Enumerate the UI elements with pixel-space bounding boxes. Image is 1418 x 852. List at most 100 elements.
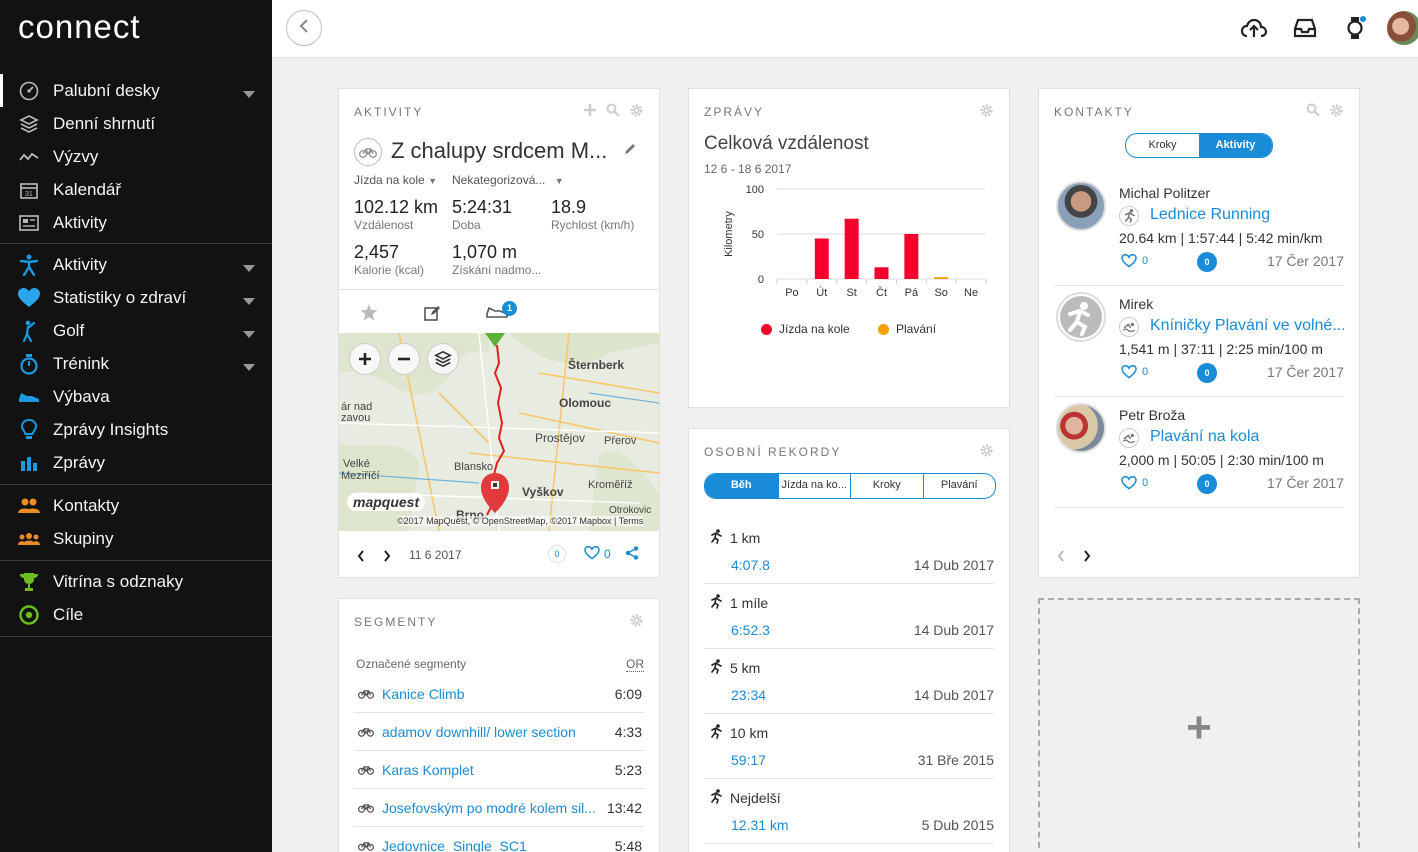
activity-category-select[interactable]: Nekategorizová... ▼ [452,173,564,187]
contact-name[interactable]: Mirek [1119,296,1154,312]
segment-row[interactable]: Josefovským po modré kolem sil... 13:42 [354,789,644,827]
nav-item-zpravy[interactable]: Zprávy [0,446,272,479]
record-value[interactable]: 59:17 [731,752,767,768]
edit-note-icon[interactable] [424,305,441,326]
segment-row[interactable]: Karas Komplet 5:23 [354,751,644,789]
stat-calories: 2,457 Kalorie (kcal) [354,242,425,277]
share-icon[interactable] [625,546,639,565]
running-icon [710,529,722,549]
gear-icon[interactable] [1329,103,1344,123]
zoom-in-button[interactable] [349,343,381,375]
activity-name[interactable]: Z chalupy srdcem M... [391,138,608,163]
chevron-down-icon[interactable] [243,359,255,377]
avatar[interactable] [1387,11,1418,45]
gear-icon[interactable] [979,443,994,463]
heart-outline-icon[interactable] [1121,364,1137,384]
chevron-left-icon[interactable] [357,549,365,567]
nav-item-kontakty[interactable]: Kontakty [0,489,272,522]
nav-item-statistiky[interactable]: Statistiky o zdraví [0,281,272,314]
segment-name[interactable]: Karas Komplet [382,761,474,778]
zoom-out-button[interactable] [388,343,420,375]
legend-swimming[interactable]: Plavání [878,322,936,336]
comment-count-bubble[interactable]: 0 [1197,474,1217,494]
segment-name[interactable]: Kanice Climb [382,685,465,702]
chevron-left-icon[interactable] [1057,549,1065,567]
segment-row[interactable]: Kanice Climb 6:09 [354,675,644,713]
nav-item-palubni-desky[interactable]: Palubní desky [0,74,272,107]
inbox-icon[interactable] [1291,14,1319,42]
record-value[interactable]: 4:07.8 [731,557,770,573]
nav-label: Trénink [53,353,110,373]
search-icon[interactable] [1306,103,1320,122]
gear-icon[interactable] [629,613,644,633]
connect-logo[interactable]: connect [18,8,141,45]
record-value[interactable]: 12.31 km [731,817,789,833]
nav-item-skupiny[interactable]: Skupiny [0,522,272,555]
heart-outline-icon[interactable] [1121,253,1137,273]
chevron-right-icon[interactable] [383,549,391,567]
tab-jizda[interactable]: Jízda na ko... [777,474,851,498]
chevron-down-icon[interactable] [243,86,255,104]
add-widget-placeholder[interactable]: + [1038,598,1360,852]
chevron-down-icon[interactable] [243,293,255,311]
segment-name[interactable]: Josefovským po modré kolem sil... [382,799,596,816]
contact-avatar[interactable] [1056,292,1106,342]
nav-item-cile[interactable]: Cíle [0,598,272,631]
gear-icon[interactable] [979,103,994,123]
record-row: 1 km 4:07.8 14 Dub 2017 [704,519,994,584]
comment-count: 0 [554,549,560,559]
nav-item-vyzvy[interactable]: Výzvy [0,140,272,173]
contact-name[interactable]: Petr Broža [1119,407,1186,423]
tab-kroky[interactable]: Kroky [1148,139,1177,151]
segment-name[interactable]: adamov downhill/ lower section [382,723,576,740]
contact-name[interactable]: Michal Politzer [1119,185,1211,201]
map-layers-button[interactable] [427,343,459,375]
legend-label: Plavání [896,322,937,336]
heart-outline-icon[interactable] [584,545,600,565]
activity-type-select[interactable]: Jízda na kole ▼ [354,173,437,187]
tab-aktivity[interactable]: Aktivity [1199,134,1272,157]
contact-avatar[interactable] [1056,181,1106,231]
nav-item-trenink[interactable]: Trénink [0,347,272,380]
plus-icon[interactable] [583,103,597,122]
heart-outline-icon[interactable] [1121,475,1137,495]
record-value[interactable]: 23:34 [731,687,767,703]
comment-count-bubble[interactable]: 0 [548,545,566,563]
back-button[interactable] [286,10,322,46]
contact-activity-link[interactable]: Lednice Running [1150,206,1271,223]
segment-row[interactable]: Jedovnice_Single_SC1 5:48 [354,827,644,852]
nav-item-denni-shrnuti[interactable]: Denní shrnutí [0,107,272,140]
legend-cycling[interactable]: Jízda na kole [761,322,850,336]
chevron-down-icon[interactable] [243,260,255,278]
tab-kroky[interactable]: Kroky [850,474,923,498]
tab-plavani[interactable]: Plavání [922,474,996,498]
contact-avatar[interactable] [1056,403,1106,453]
map-attribution[interactable]: ©2017 MapQuest, © OpenStreetMap, ©2017 M… [397,516,644,526]
chevron-down-icon[interactable] [243,326,255,344]
segment-row[interactable]: adamov downhill/ lower section 4:33 [354,713,644,751]
chevron-right-icon[interactable] [1083,549,1091,567]
gear-icon[interactable] [629,103,644,123]
comment-count-bubble[interactable]: 0 [1197,252,1217,272]
edit-pencil-icon[interactable] [623,142,637,161]
contact-activity-link[interactable]: Kníničky Plavání ve volné... [1150,317,1344,334]
tab-beh[interactable]: Běh [705,474,778,498]
comment-count-bubble[interactable]: 0 [1197,363,1217,383]
report-heading[interactable]: Celková vzdálenost [704,133,869,154]
upload-cloud-icon[interactable] [1240,14,1268,42]
contact-activity-link[interactable]: Plavání na kola [1150,428,1260,445]
nav-item-golf[interactable]: Golf [0,314,272,347]
record-label: 1 míle [730,595,769,611]
nav-item-vitrina[interactable]: Vitrína s odznaky [0,565,272,598]
record-value[interactable]: 6:52.3 [731,622,770,638]
nav-item-aktivity-list[interactable]: Aktivity [0,206,272,239]
nav-item-kalendar[interactable]: 31 Kalendář [0,173,272,206]
nav-item-zpravy-insights[interactable]: Zprávy Insights [0,413,272,446]
search-icon[interactable] [606,103,620,122]
nav-item-aktivity[interactable]: Aktivity [0,248,272,281]
segment-name[interactable]: Jedovnice_Single_SC1 [382,837,527,852]
watch-icon[interactable] [1342,14,1370,42]
route-map[interactable]: Šternberk Olomouc ár nad zavou Prostějov… [339,333,659,531]
star-icon[interactable] [360,304,378,326]
nav-item-vybava[interactable]: Výbava [0,380,272,413]
